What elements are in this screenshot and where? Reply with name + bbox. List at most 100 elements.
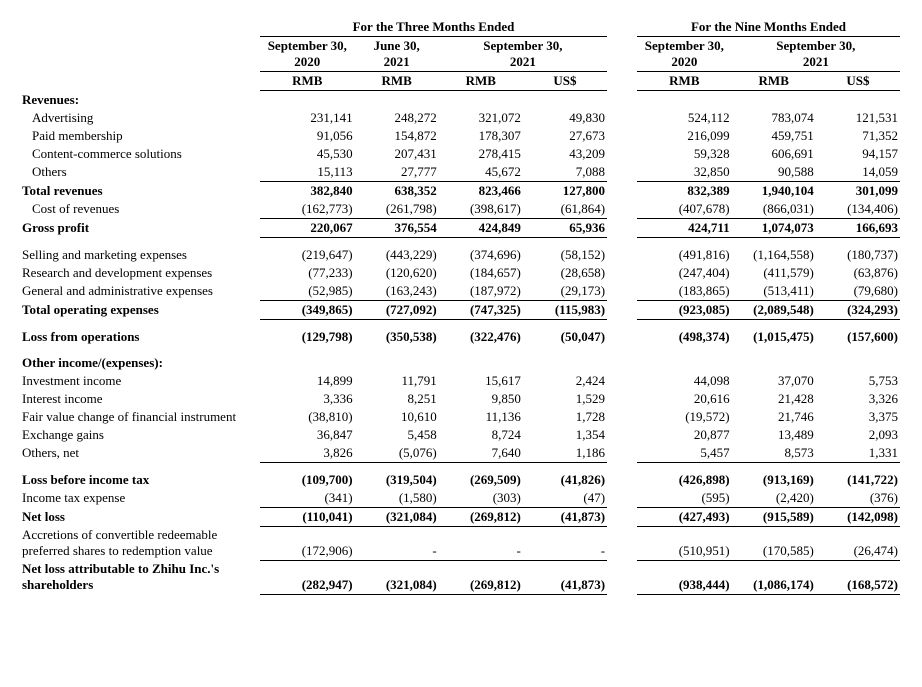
cell: 15,617 bbox=[439, 372, 523, 390]
cell: (41,826) bbox=[523, 471, 607, 489]
cur-c4: RMB bbox=[637, 72, 732, 91]
row-label: Loss from operations bbox=[20, 328, 260, 346]
table-row: Net loss attributable to Zhihu Inc.'s sh… bbox=[20, 560, 900, 594]
cell: 3,336 bbox=[260, 390, 355, 408]
cell bbox=[816, 354, 900, 372]
cell: - bbox=[355, 526, 439, 560]
header-currency-row: RMB RMB RMB US$ RMB RMB US$ bbox=[20, 72, 900, 91]
cell: 37,070 bbox=[732, 372, 816, 390]
cell: (938,444) bbox=[637, 560, 732, 594]
row-label: Net loss bbox=[20, 507, 260, 526]
row-label: Selling and marketing expenses bbox=[20, 246, 260, 264]
cur-c5: RMB bbox=[732, 72, 816, 91]
cell: 231,141 bbox=[260, 109, 355, 127]
cell: 424,711 bbox=[637, 218, 732, 237]
header-period-row: For the Three Months Ended For the Nine … bbox=[20, 18, 900, 37]
cell: 21,746 bbox=[732, 408, 816, 426]
row-label: Exchange gains bbox=[20, 426, 260, 444]
cell: 220,067 bbox=[260, 218, 355, 237]
cell: 166,693 bbox=[816, 218, 900, 237]
table-row: Others, net3,826(5,076)7,6401,1865,4578,… bbox=[20, 444, 900, 463]
row-label: Advertising bbox=[20, 109, 260, 127]
table-row: Loss before income tax(109,700)(319,504)… bbox=[20, 471, 900, 489]
cell: (163,243) bbox=[355, 282, 439, 301]
row-label: Research and development expenses bbox=[20, 264, 260, 282]
cell bbox=[439, 91, 523, 109]
cell: 1,728 bbox=[523, 408, 607, 426]
cell: 91,056 bbox=[260, 127, 355, 145]
cell: 178,307 bbox=[439, 127, 523, 145]
table-row: Gross profit220,067376,554424,84965,9364… bbox=[20, 218, 900, 237]
cell: (172,906) bbox=[260, 526, 355, 560]
cell: (219,647) bbox=[260, 246, 355, 264]
cell: 27,777 bbox=[355, 163, 439, 182]
cell: 638,352 bbox=[355, 181, 439, 200]
cell bbox=[637, 354, 732, 372]
cell: 321,072 bbox=[439, 109, 523, 127]
table-row: Net loss(110,041)(321,084)(269,812)(41,8… bbox=[20, 507, 900, 526]
cell: 15,113 bbox=[260, 163, 355, 182]
cell: (79,680) bbox=[816, 282, 900, 301]
cell: 94,157 bbox=[816, 145, 900, 163]
header-nine-months: For the Nine Months Ended bbox=[637, 18, 900, 37]
cell: (1,580) bbox=[355, 489, 439, 508]
cell: (321,084) bbox=[355, 560, 439, 594]
cell: (913,169) bbox=[732, 471, 816, 489]
cell: (319,504) bbox=[355, 471, 439, 489]
table-row: Fair value change of financial instrumen… bbox=[20, 408, 900, 426]
cell: (247,404) bbox=[637, 264, 732, 282]
cell: (324,293) bbox=[816, 300, 900, 319]
cell: - bbox=[523, 526, 607, 560]
cell: 71,352 bbox=[816, 127, 900, 145]
cell: 376,554 bbox=[355, 218, 439, 237]
table-row: Exchange gains36,8475,4588,7241,35420,87… bbox=[20, 426, 900, 444]
cell: (142,098) bbox=[816, 507, 900, 526]
row-label: Fair value change of financial instrumen… bbox=[20, 408, 260, 426]
table-row: Paid membership91,056154,872178,30727,67… bbox=[20, 127, 900, 145]
header-date-row: September 30,2020 June 30,2021 September… bbox=[20, 37, 900, 72]
cell: (115,983) bbox=[523, 300, 607, 319]
cell: (183,865) bbox=[637, 282, 732, 301]
cell bbox=[355, 354, 439, 372]
cell: 823,466 bbox=[439, 181, 523, 200]
cell: 2,093 bbox=[816, 426, 900, 444]
cell: (1,086,174) bbox=[732, 560, 816, 594]
row-label: Loss before income tax bbox=[20, 471, 260, 489]
cell: 3,326 bbox=[816, 390, 900, 408]
cell: 248,272 bbox=[355, 109, 439, 127]
cell: 1,354 bbox=[523, 426, 607, 444]
cell: (26,474) bbox=[816, 526, 900, 560]
cell: (510,951) bbox=[637, 526, 732, 560]
spacer-row bbox=[20, 237, 900, 246]
row-label: Paid membership bbox=[20, 127, 260, 145]
row-label: Net loss attributable to Zhihu Inc.'s sh… bbox=[20, 560, 260, 594]
cell: 382,840 bbox=[260, 181, 355, 200]
cell: (747,325) bbox=[439, 300, 523, 319]
cell bbox=[732, 91, 816, 109]
table-row: Total revenues382,840638,352823,466127,8… bbox=[20, 181, 900, 200]
cell: (321,084) bbox=[355, 507, 439, 526]
row-label: Total operating expenses bbox=[20, 300, 260, 319]
cell: 1,186 bbox=[523, 444, 607, 463]
cell: (427,493) bbox=[637, 507, 732, 526]
cell: 278,415 bbox=[439, 145, 523, 163]
cell: (77,233) bbox=[260, 264, 355, 282]
hdr-9m-sep2020: September 30,2020 bbox=[637, 37, 732, 72]
cell: (2,089,548) bbox=[732, 300, 816, 319]
financial-table: For the Three Months Ended For the Nine … bbox=[20, 18, 900, 595]
cell: (269,812) bbox=[439, 560, 523, 594]
cell: 3,826 bbox=[260, 444, 355, 463]
cell: 45,672 bbox=[439, 163, 523, 182]
cell: 127,800 bbox=[523, 181, 607, 200]
row-label: Cost of revenues bbox=[20, 200, 260, 219]
cell: (915,589) bbox=[732, 507, 816, 526]
row-label: Other income/(expenses): bbox=[20, 354, 260, 372]
table-row: Interest income3,3368,2519,8501,52920,61… bbox=[20, 390, 900, 408]
cell: 90,588 bbox=[732, 163, 816, 182]
cell: (168,572) bbox=[816, 560, 900, 594]
cell: 10,610 bbox=[355, 408, 439, 426]
cell bbox=[439, 354, 523, 372]
table-row: Other income/(expenses): bbox=[20, 354, 900, 372]
cell: 7,640 bbox=[439, 444, 523, 463]
cur-c6: US$ bbox=[816, 72, 900, 91]
